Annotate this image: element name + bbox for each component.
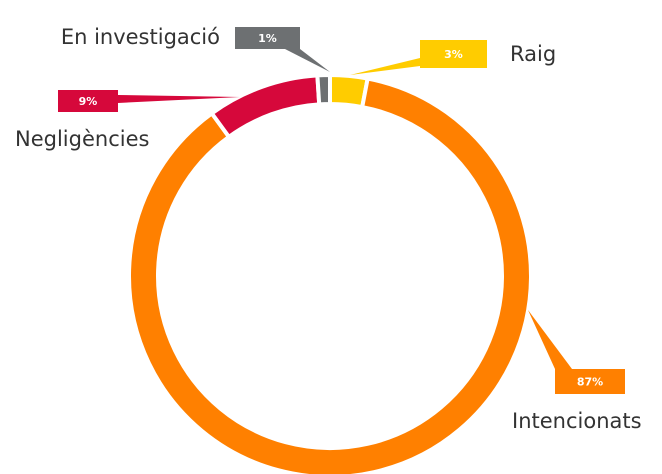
value-label: 9%	[79, 95, 98, 108]
value-label-box	[555, 369, 625, 394]
callout-pointer	[528, 310, 572, 369]
value-label-box	[58, 90, 118, 112]
value-label: 87%	[577, 376, 603, 389]
callout-pointer	[285, 49, 330, 72]
value-label: 1%	[258, 32, 277, 45]
category-label: Intencionats	[512, 409, 642, 433]
slice	[209, 73, 322, 140]
value-label-box	[420, 40, 487, 68]
callout-pointer	[350, 58, 420, 75]
slice	[127, 76, 533, 474]
value-label: 3%	[444, 48, 463, 61]
category-label: Raig	[510, 42, 556, 66]
category-label: Negligències	[15, 127, 149, 151]
slice	[315, 72, 332, 107]
callout-pointer	[118, 95, 240, 103]
value-label-box	[235, 27, 300, 49]
category-label: En investigació	[61, 25, 220, 49]
